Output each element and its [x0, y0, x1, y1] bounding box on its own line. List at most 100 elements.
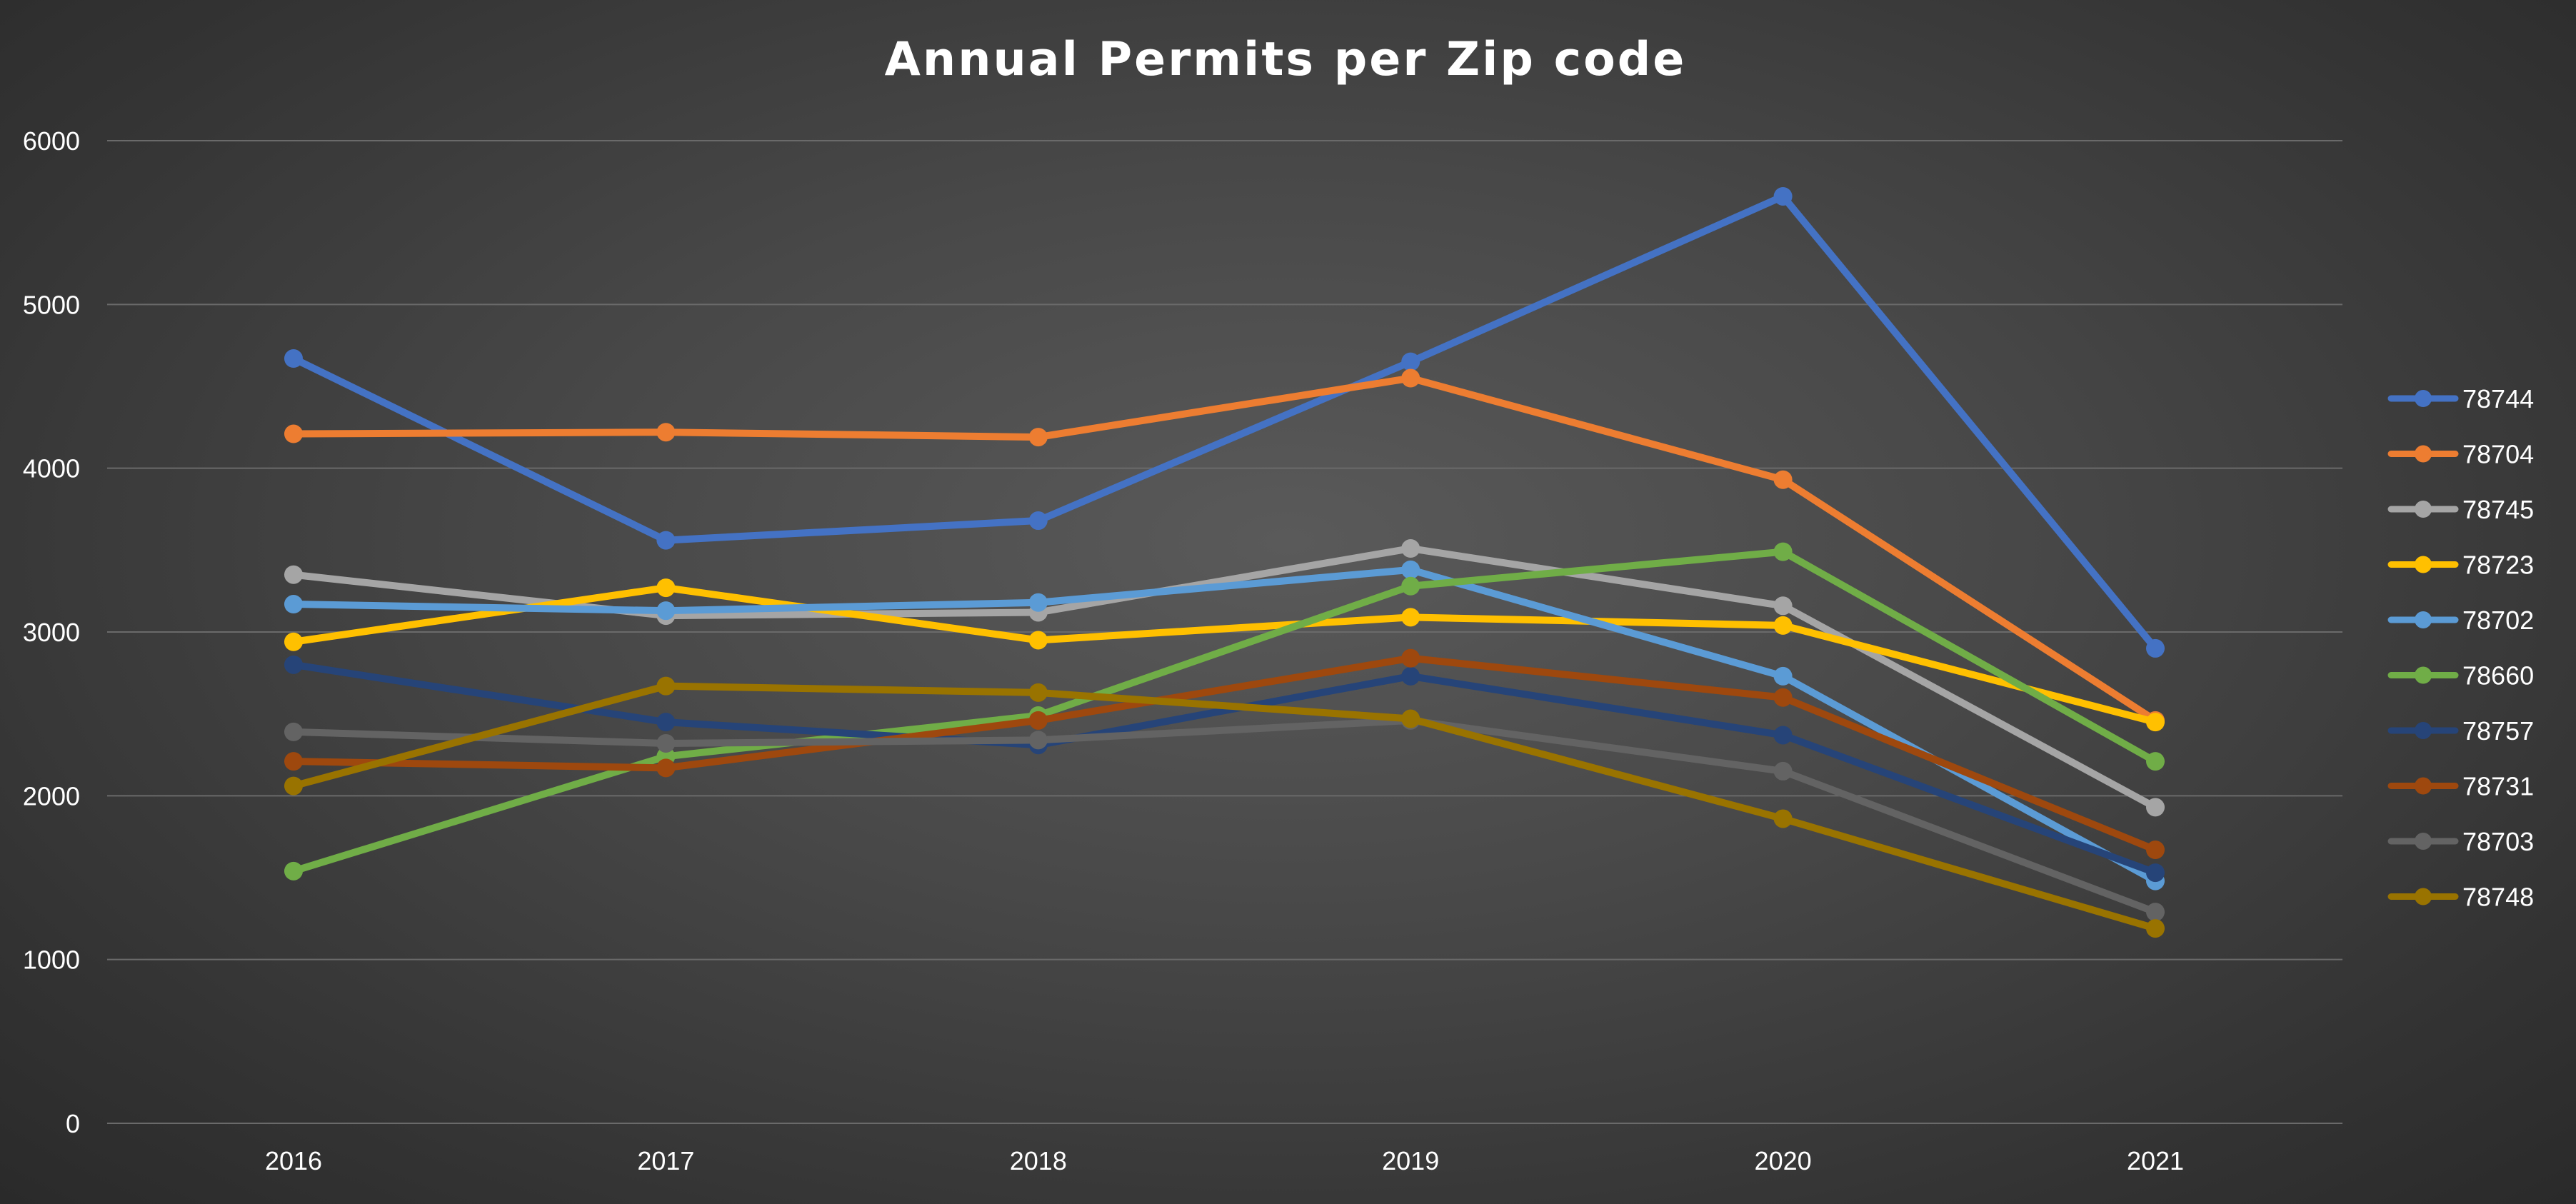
legend-swatch-marker: [2415, 611, 2432, 628]
data-point-78748-2021: [2146, 919, 2165, 938]
data-point-78748-2018: [1028, 683, 1048, 702]
y-tick-label: 2000: [23, 781, 80, 811]
legend-swatch-marker: [2415, 390, 2432, 407]
data-point-78723-2019: [1401, 608, 1420, 627]
data-point-78757-2017: [656, 713, 676, 732]
series-line-78703: [290, 716, 2159, 916]
legend-item-78745: 78745: [2387, 495, 2534, 524]
data-point-78703-2021: [2146, 903, 2165, 922]
legend-item-78704: 78704: [2387, 440, 2534, 469]
y-axis: 0 1000 2000 3000 4000 5000 6000: [23, 126, 80, 1138]
series-line-78702: [290, 566, 2159, 885]
legend-label: 78748: [2462, 883, 2534, 912]
data-point-78744-2017: [656, 531, 676, 550]
series-lines: [284, 186, 2165, 938]
x-tick-label: 2016: [265, 1146, 322, 1175]
data-point-78745-2021: [2146, 798, 2165, 817]
series-78731: [284, 648, 2165, 860]
data-point-78704-2018: [1028, 428, 1048, 447]
legend-swatch-marker: [2415, 666, 2432, 684]
data-point-78702-2020: [1773, 666, 1793, 686]
series-line-78744: [290, 192, 2159, 652]
series-line-78723: [290, 584, 2159, 726]
data-point-78744-2016: [284, 349, 303, 368]
data-point-78723-2020: [1773, 616, 1793, 635]
series-78703: [284, 711, 2165, 922]
series-78723: [284, 578, 2165, 732]
data-point-78660-2019: [1401, 576, 1420, 596]
data-point-78702-2018: [1028, 593, 1048, 612]
y-tick-label: 4000: [23, 454, 80, 483]
series-78660: [284, 542, 2165, 881]
data-point-78748-2019: [1401, 709, 1420, 728]
y-tick-label: 5000: [23, 290, 80, 319]
series-line-78748: [290, 682, 2159, 933]
legend-swatch-marker: [2415, 501, 2432, 518]
data-point-78731-2017: [656, 758, 676, 778]
legend-label: 78731: [2462, 772, 2534, 801]
data-point-78702-2017: [656, 601, 676, 621]
x-tick-label: 2020: [1755, 1146, 1812, 1175]
x-tick-label: 2021: [2127, 1146, 2184, 1175]
series-line-78660: [290, 548, 2159, 875]
data-point-78660-2020: [1773, 542, 1793, 561]
legend-label: 78704: [2462, 440, 2534, 469]
data-point-78704-2019: [1401, 368, 1420, 388]
legend-swatch-marker: [2415, 556, 2432, 573]
data-point-78723-2017: [656, 578, 676, 598]
data-point-78748-2020: [1773, 809, 1793, 828]
data-point-78748-2017: [656, 676, 676, 696]
data-point-78703-2020: [1773, 761, 1793, 781]
data-point-78757-2021: [2146, 863, 2165, 883]
data-point-78757-2019: [1401, 666, 1420, 686]
y-tick-label: 3000: [23, 618, 80, 647]
data-point-78731-2016: [284, 752, 303, 771]
y-tick-label: 1000: [23, 945, 80, 975]
legend-swatch-marker: [2415, 888, 2432, 905]
legend-label: 78723: [2462, 551, 2534, 580]
data-point-78660-2016: [284, 861, 303, 881]
data-point-78745-2020: [1773, 596, 1793, 616]
series-line-78757: [290, 661, 2159, 877]
legend-item-78702: 78702: [2387, 606, 2534, 635]
gridlines: [107, 140, 2342, 1124]
y-tick-label: 6000: [23, 126, 80, 156]
legend-label: 78660: [2462, 661, 2534, 691]
x-tick-label: 2019: [1382, 1146, 1439, 1175]
series-78744: [284, 186, 2165, 658]
data-point-78745-2016: [284, 565, 303, 584]
data-point-78731-2020: [1773, 688, 1793, 707]
legend-swatch-marker: [2415, 777, 2432, 795]
data-point-78744-2018: [1028, 511, 1048, 531]
legend-item-78744: 78744: [2387, 384, 2534, 413]
data-point-78745-2019: [1401, 539, 1420, 558]
legend-item-78723: 78723: [2387, 551, 2534, 580]
legend-item-78748: 78748: [2387, 883, 2534, 912]
data-point-78660-2021: [2146, 752, 2165, 771]
data-point-78744-2020: [1773, 186, 1793, 206]
data-point-78744-2021: [2146, 638, 2165, 658]
data-point-78757-2020: [1773, 726, 1793, 745]
legend-label: 78757: [2462, 716, 2534, 746]
data-point-78703-2017: [656, 733, 676, 753]
data-point-78723-2018: [1028, 631, 1048, 650]
series-78748: [284, 676, 2165, 938]
data-point-78703-2016: [284, 722, 303, 741]
data-point-78704-2020: [1773, 470, 1793, 489]
data-point-78704-2017: [656, 423, 676, 442]
data-point-78731-2021: [2146, 841, 2165, 860]
y-tick-label: 0: [66, 1109, 80, 1138]
data-point-78702-2019: [1401, 560, 1420, 579]
data-point-78731-2019: [1401, 648, 1420, 668]
x-tick-label: 2017: [637, 1146, 694, 1175]
legend-swatch-marker: [2415, 833, 2432, 850]
series-78704: [284, 368, 2165, 730]
data-point-78748-2016: [284, 776, 303, 796]
legend-label: 78703: [2462, 827, 2534, 856]
legend-swatch-marker: [2415, 722, 2432, 739]
legend-item-78731: 78731: [2387, 772, 2534, 801]
legend: 78744 78704 78745 78723 78702 78660 78757 78731…: [2387, 384, 2534, 912]
legend-swatch-marker: [2415, 445, 2432, 463]
data-point-78702-2016: [284, 595, 303, 614]
